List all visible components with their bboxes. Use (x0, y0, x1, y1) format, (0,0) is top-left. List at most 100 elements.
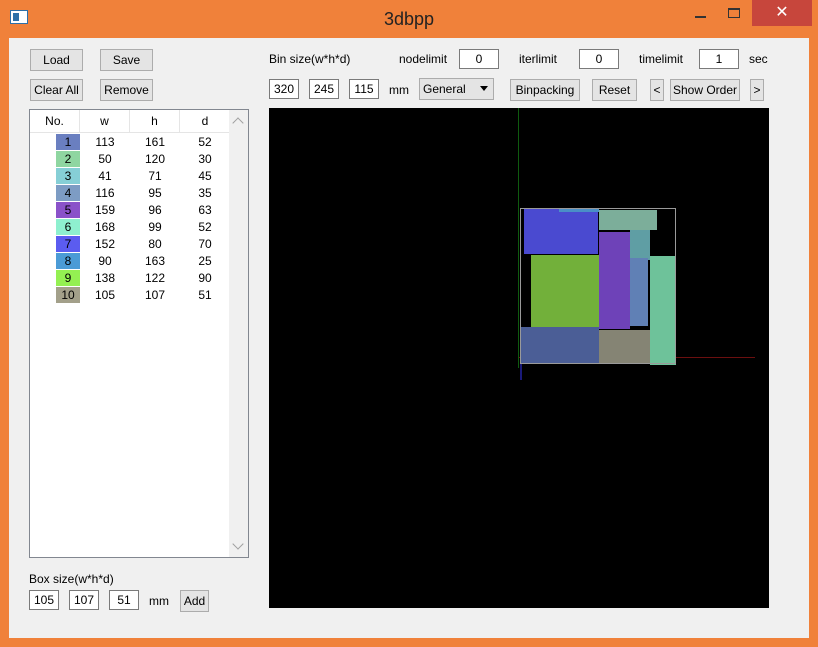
table-row[interactable]: 10 105 107 51 (30, 287, 230, 304)
mode-select-value: General (423, 82, 466, 96)
box-depth-input[interactable]: 51 (109, 590, 139, 610)
bin-unit-label: mm (389, 83, 409, 97)
packed-box-9 (531, 255, 599, 332)
row-w-cell: 152 (94, 237, 116, 251)
binpacking-button[interactable]: Binpacking (510, 79, 580, 101)
header-no[interactable]: No. (30, 110, 80, 132)
packed-box-7 (524, 208, 598, 254)
time-unit-label: sec (749, 52, 768, 66)
packed-box-2 (650, 256, 676, 365)
reset-button[interactable]: Reset (592, 79, 637, 101)
table-row[interactable]: 9 138 122 90 (30, 270, 230, 287)
packing-viewport[interactable] (269, 108, 769, 608)
table-row[interactable]: 3 41 71 45 (30, 168, 230, 185)
table-row[interactable]: 1 113 161 52 (30, 134, 230, 151)
header-w[interactable]: w (80, 110, 130, 132)
packed-box-8 (559, 208, 599, 212)
row-w-cell: 105 (94, 288, 116, 302)
packed-box-5 (599, 232, 630, 329)
minimize-button[interactable] (686, 0, 714, 26)
row-d-cell: 25 (198, 254, 212, 268)
row-number-cell: 7 (56, 236, 80, 252)
iterlimit-label: iterlimit (519, 52, 557, 66)
row-number-cell: 10 (56, 287, 80, 303)
scroll-down-icon[interactable] (232, 538, 244, 550)
title-bar[interactable]: 3dbpp ✕ (0, 0, 818, 38)
row-number-cell: 8 (56, 253, 80, 269)
row-number-cell: 2 (56, 151, 80, 167)
header-h[interactable]: h (130, 110, 180, 132)
app-icon (10, 10, 28, 24)
row-number-cell: 9 (56, 270, 80, 286)
box-height-input[interactable]: 107 (69, 590, 99, 610)
box-size-label: Box size(w*h*d) (29, 572, 114, 586)
table-row[interactable]: 6 168 99 52 (30, 219, 230, 236)
prev-order-button[interactable]: < (650, 79, 664, 101)
row-w-cell: 90 (98, 254, 112, 268)
bin-depth-input[interactable]: 115 (349, 79, 379, 99)
row-w-cell: 50 (98, 152, 112, 166)
row-d-cell: 30 (198, 152, 212, 166)
timelimit-label: timelimit (639, 52, 683, 66)
table-row[interactable]: 4 116 95 35 (30, 185, 230, 202)
chevron-down-icon (480, 86, 488, 91)
timelimit-input[interactable]: 1 (699, 49, 739, 69)
bin-height-input[interactable]: 245 (309, 79, 339, 99)
bin-outline (520, 208, 676, 364)
row-h-cell: 107 (144, 288, 166, 302)
axis-y-line (518, 108, 519, 368)
maximize-icon (728, 8, 740, 18)
header-d[interactable]: d (201, 114, 209, 128)
main-panel: Load Save Clear All Remove Bin size(w*h*… (9, 38, 809, 638)
save-button[interactable]: Save (100, 49, 153, 71)
row-w-cell: 113 (95, 135, 115, 149)
close-button[interactable]: ✕ (752, 0, 812, 26)
row-d-cell: 45 (198, 169, 212, 183)
bin-width-input[interactable]: 320 (269, 79, 299, 99)
maximize-button[interactable] (720, 0, 748, 26)
window-title: 3dbpp (383, 9, 435, 29)
nodelimit-input[interactable]: 0 (459, 49, 499, 69)
row-d-cell: 51 (198, 288, 212, 302)
row-h-cell: 71 (148, 169, 162, 183)
row-w-cell: 138 (94, 271, 116, 285)
scroll-up-icon[interactable] (232, 117, 244, 129)
table-row[interactable]: 7 152 80 70 (30, 236, 230, 253)
packed-box-6 (599, 210, 657, 230)
row-h-cell: 99 (148, 220, 162, 234)
row-w-cell: 159 (94, 203, 116, 217)
table-row[interactable]: 2 50 120 30 (30, 151, 230, 168)
row-w-cell: 41 (98, 169, 112, 183)
bin-size-label: Bin size(w*h*d) (269, 52, 351, 66)
mode-select[interactable]: General (419, 78, 494, 100)
row-number-cell: 1 (56, 134, 80, 150)
row-w-cell: 168 (94, 220, 116, 234)
nodelimit-label: nodelimit (399, 52, 448, 66)
clear-all-button[interactable]: Clear All (30, 79, 83, 101)
table-scrollbar[interactable] (229, 110, 248, 557)
row-h-cell: 80 (148, 237, 162, 251)
add-box-button[interactable]: Add (180, 590, 209, 612)
packed-box-3 (630, 230, 650, 260)
table-row[interactable]: 5 159 96 63 (30, 202, 230, 219)
row-d-cell: 90 (198, 271, 212, 285)
row-d-cell: 52 (198, 220, 212, 234)
row-h-cell: 96 (148, 203, 162, 217)
packed-box-1 (520, 327, 599, 364)
box-width-input[interactable]: 105 (29, 590, 59, 610)
show-order-button[interactable]: Show Order (670, 79, 740, 101)
load-button[interactable]: Load (30, 49, 83, 71)
box-table[interactable]: No. w h d 1 113 161 52 2 50 120 30 3 41 71 45 4 116 95… (29, 109, 249, 558)
remove-button[interactable]: Remove (100, 79, 153, 101)
packed-box-10 (599, 330, 650, 363)
row-h-cell: 122 (144, 271, 166, 285)
row-d-cell: 35 (198, 186, 212, 200)
table-row[interactable]: 8 90 163 25 (30, 253, 230, 270)
row-h-cell: 95 (148, 186, 162, 200)
iterlimit-input[interactable]: 0 (579, 49, 619, 69)
row-d-cell: 52 (198, 135, 212, 149)
row-number-cell: 6 (56, 219, 80, 235)
next-order-button[interactable]: > (750, 79, 764, 101)
row-number-cell: 4 (56, 185, 80, 201)
